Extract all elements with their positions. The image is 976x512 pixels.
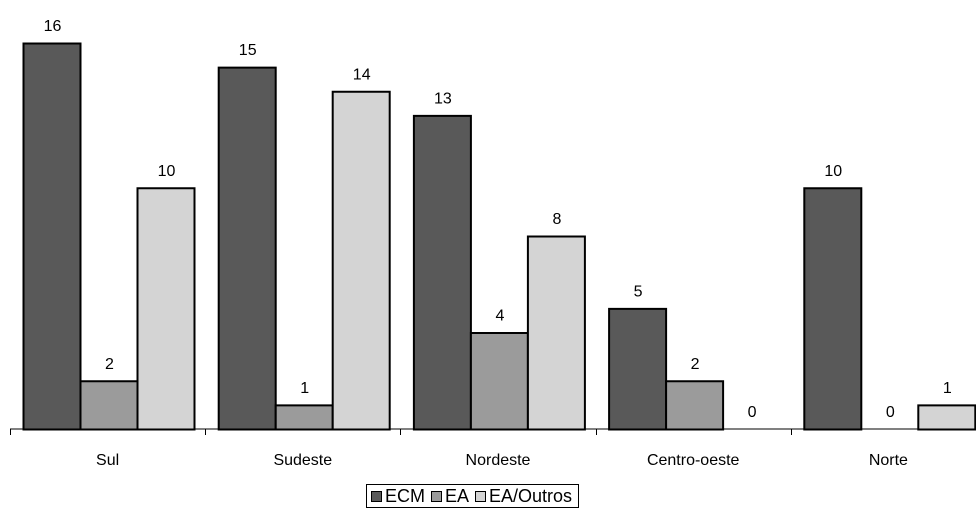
legend-item-ea: EA [431, 487, 469, 505]
data-label-ea-outros-norte: 1 [943, 380, 952, 397]
legend: ECM EA EA/Outros [366, 484, 580, 508]
data-label-ea-outros-centro-oeste: 0 [748, 404, 757, 421]
x-tick-label-sul: Sul [96, 452, 119, 469]
data-label-ea-sul: 2 [105, 356, 114, 373]
x-axis-ticks [10, 429, 792, 435]
bar-ecm-sul [22, 42, 82, 431]
bar-ea-sul [79, 380, 139, 431]
data-label-ea-norte: 0 [886, 404, 895, 421]
bar-ecm-centro-oeste [608, 307, 668, 431]
bar-ea-nordeste [469, 332, 529, 431]
legend-label-ea-outros: EA/Outros [489, 486, 573, 506]
data-label-ecm-nordeste: 13 [434, 90, 452, 107]
bar-ea-outros-sul [136, 187, 196, 431]
bar-ea-outros-nordeste [526, 235, 586, 431]
x-tick-label-nordeste: Nordeste [466, 452, 531, 469]
legend-label-ea: EA [445, 486, 470, 506]
legend-item-ecm: ECM [371, 487, 425, 505]
legend-swatch-ea [431, 490, 442, 502]
bar-ea-outros-norte [917, 404, 976, 431]
x-tick-label-sudeste: Sudeste [273, 452, 332, 469]
legend-label-ecm: ECM [385, 486, 425, 506]
data-label-ea-outros-sul: 10 [158, 163, 176, 180]
bar-ea-sudeste [274, 404, 334, 431]
x-tick-label-centro-oeste: Centro-oeste [647, 452, 740, 469]
data-label-ea-outros-sudeste: 14 [353, 66, 371, 83]
bar-ecm-nordeste [412, 114, 472, 431]
data-label-ea-nordeste: 4 [495, 308, 504, 325]
bar-ea-centro-oeste [665, 380, 725, 431]
data-label-ea-outros-nordeste: 8 [552, 211, 561, 228]
legend-swatch-ecm [371, 490, 382, 502]
data-label-ea-sudeste: 1 [300, 380, 309, 397]
x-tick-label-norte: Norte [869, 452, 908, 469]
data-label-ecm-centro-oeste: 5 [634, 283, 643, 300]
bar-ecm-sudeste [217, 66, 277, 431]
legend-item-ea-outros: EA/Outros [475, 487, 572, 505]
data-label-ea-centro-oeste: 2 [691, 356, 700, 373]
data-label-ecm-sudeste: 15 [239, 42, 257, 59]
data-label-ecm-norte: 10 [824, 163, 842, 180]
data-label-ecm-sul: 16 [44, 18, 62, 35]
legend-swatch-ea-outros [475, 490, 487, 502]
x-axis-labels: Sul Sudeste Nordeste Centro-oeste Norte [96, 452, 908, 469]
bar-ecm-norte [803, 187, 863, 431]
bar-ea-outros-sudeste [331, 90, 391, 431]
